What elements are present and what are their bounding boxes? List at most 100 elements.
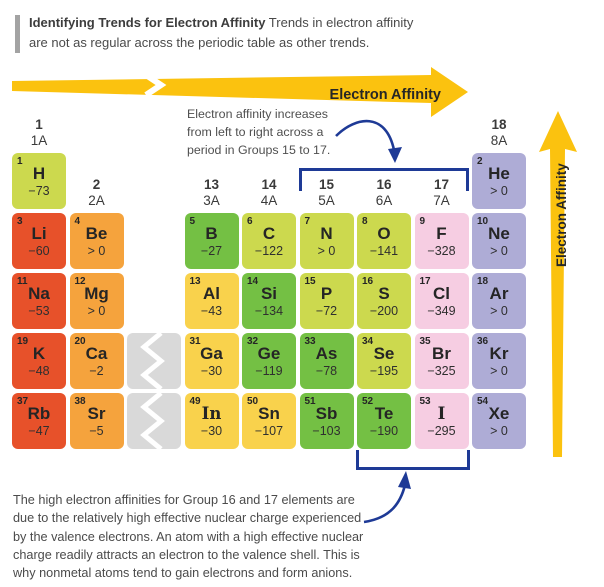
electron-affinity-value: > 0: [490, 184, 508, 198]
group-label: 8A: [490, 133, 508, 148]
electron-affinity-value: −72: [315, 304, 338, 318]
atomic-number: 1: [17, 156, 23, 167]
bottom-annotation-line: due to the relatively high effective nuc…: [13, 511, 362, 526]
atomic-number: 5: [189, 216, 196, 227]
zigzag-break-icon: [140, 393, 165, 449]
top-annotation-line: period in Groups 15 to 17.: [187, 142, 331, 157]
bottom-annotation-line: why nonmetal atoms tend to gain electron…: [13, 566, 353, 581]
element-cell-Cl: 17 Cl −349: [414, 273, 469, 329]
element-symbol: Ne: [488, 224, 510, 243]
element-cell-Mg: 12 Mg > 0: [69, 273, 124, 329]
element-symbol: Se: [373, 344, 395, 363]
figure-title: Identifying Trends for Electron Affinity…: [29, 13, 499, 52]
group-16-17-bracket: [356, 450, 470, 470]
element-cell-Ga: 31 Ga −30: [184, 333, 239, 389]
electron-affinity-value: −325: [427, 364, 456, 378]
electron-affinity-value: −27: [200, 244, 223, 258]
electron-affinity-value: −60: [28, 244, 50, 258]
electron-affinity-value: −119: [255, 364, 283, 378]
electron-affinity-value: > 0: [490, 364, 508, 378]
atomic-number: 54: [477, 396, 489, 407]
electron-affinity-value: −43: [200, 304, 223, 318]
element-cell-K: 19 K −48: [12, 333, 66, 389]
element-symbol: Cl: [433, 284, 450, 303]
bottom-annotation-line: The high electron affinities for Group 1…: [13, 493, 355, 507]
atomic-number: 18: [477, 276, 489, 287]
element-symbol: Sn: [258, 404, 280, 423]
electron-affinity-value: −107: [254, 424, 284, 438]
element-cell-Ca: 20 Ca −2: [69, 333, 124, 389]
group-header-16: 16 6A: [357, 177, 411, 209]
element-cell-Ge: 32 Ge −119: [242, 333, 296, 389]
electron-affinity-value: −78: [315, 364, 338, 378]
element-symbol: F: [436, 224, 447, 243]
group-header-15: 15 5A: [300, 177, 354, 209]
atomic-number: 52: [362, 396, 374, 407]
element-symbol: Sr: [87, 404, 106, 423]
electron-affinity-value: −134: [254, 304, 284, 318]
bottom-annotation-line: by the valence electrons. An atom with a…: [13, 529, 364, 544]
electron-affinity-value: −328: [427, 244, 456, 258]
atomic-number: 4: [74, 216, 81, 227]
electron-affinity-value: > 0: [87, 244, 106, 258]
bottom-annotation: The high electron affinities for Group 1…: [13, 491, 363, 582]
element-cell-Be: 4 Be > 0: [69, 213, 124, 269]
element-symbol: O: [377, 224, 391, 243]
element-cell-Br: 35 Br −325: [414, 333, 469, 389]
atomic-number: 49: [189, 396, 201, 407]
element-cell-Si: 14 Si −134: [242, 273, 296, 329]
element-cell-Kr: 36 Kr > 0: [472, 333, 526, 389]
horizontal-arrow-label: Electron Affinity: [330, 87, 441, 103]
group-header-18: 18 8A: [472, 117, 526, 149]
arrow-break-chevron: [144, 72, 167, 98]
top-annotation-line: from left to right across a: [187, 124, 324, 139]
vertical-arrow-label: Electron Affinity: [554, 163, 569, 267]
transition-metals-gap: [127, 393, 181, 449]
group-header-17: 17 7A: [415, 177, 469, 209]
element-cell-He: 2 He > 0: [472, 153, 526, 209]
electron-affinity-value: −30: [200, 424, 223, 438]
element-cell-P: 15 P −72: [299, 273, 354, 329]
group-number: 15: [318, 177, 335, 192]
element-cell-Ar: 18 Ar > 0: [472, 273, 526, 329]
group-label: 3A: [203, 193, 220, 208]
electron-affinity-value: −53: [28, 304, 50, 318]
element-cell-C: 6 C −122: [242, 213, 296, 269]
curved-arrow-bottom: [363, 471, 411, 524]
top-annotation: Electron affinity increases from left to…: [187, 106, 330, 159]
atomic-number: 32: [247, 336, 259, 347]
atomic-number: 31: [189, 336, 201, 347]
atomic-number: 34: [362, 336, 374, 347]
electron-affinity-value: −103: [312, 424, 341, 438]
element-symbol: Ga: [200, 344, 223, 363]
electron-affinity-value: > 0: [490, 304, 508, 318]
element-cell-Al: 13 Al −43: [184, 273, 239, 329]
element-symbol: Al: [203, 284, 220, 303]
element-symbol: Si: [260, 284, 278, 303]
atomic-number: 3: [17, 216, 23, 227]
atomic-number: 11: [17, 276, 28, 287]
element-cell-I: 53 I −295: [414, 393, 469, 449]
group-number: 16: [376, 177, 392, 192]
curved-arrow-top: [335, 119, 402, 163]
electron-affinity-value: −190: [369, 424, 399, 438]
element-cell-Sr: 38 Sr −5: [69, 393, 124, 449]
electron-affinity-value: −200: [369, 304, 399, 318]
element-cell-Xe: 54 Xe > 0: [472, 393, 526, 449]
element-cell-As: 33 As −78: [299, 333, 354, 389]
element-symbol: S: [378, 284, 390, 303]
element-symbol: C: [262, 224, 276, 243]
title-line2: are not as regular across the periodic t…: [29, 34, 370, 50]
bottom-annotation-line: charge readily attracts an electron to t…: [13, 547, 360, 562]
element-cell-S: 16 S −200: [357, 273, 411, 329]
zigzag-break-icon: [140, 333, 165, 389]
electron-affinity-value: −295: [427, 424, 456, 438]
element-symbol: Ar: [489, 284, 509, 303]
electron-affinity-value: −122: [254, 244, 284, 258]
atomic-number: 16: [362, 276, 374, 287]
group-number: 14: [261, 177, 277, 192]
element-cell-Se: 34 Se −195: [357, 333, 411, 389]
element-symbol: P: [320, 284, 333, 303]
element-symbol: Ge: [257, 344, 281, 363]
element-symbol: N: [320, 224, 333, 243]
